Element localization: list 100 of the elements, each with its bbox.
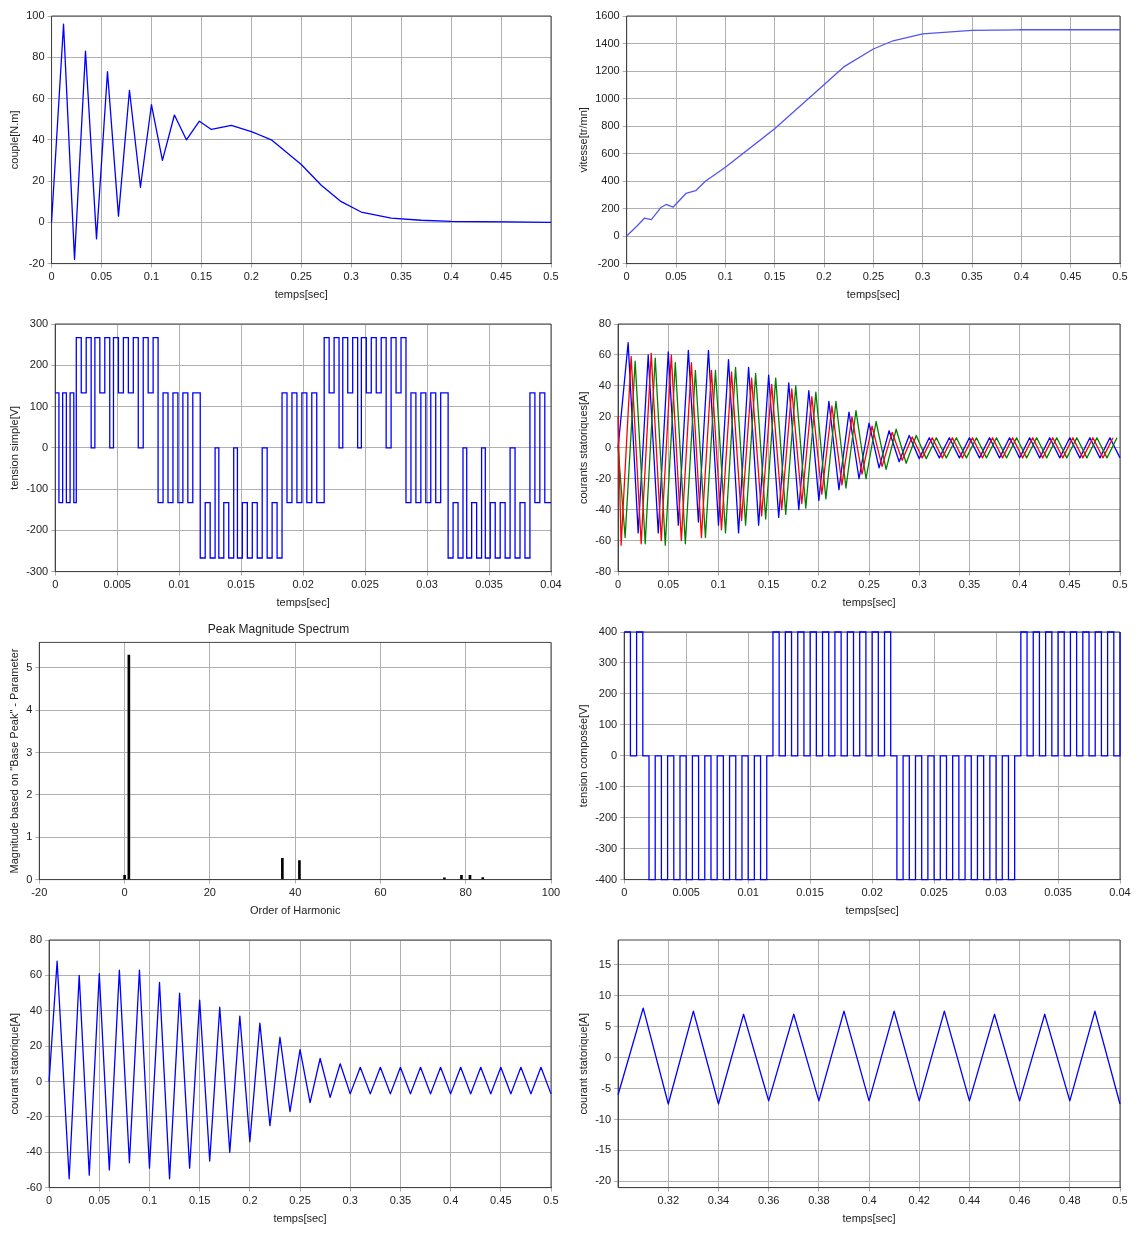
y-tick-label: 80: [598, 317, 612, 330]
y-tick-label: 1600: [595, 9, 620, 22]
y-tick-label: -200: [597, 256, 620, 269]
x-tick-label: 0.45: [490, 270, 512, 283]
x-tick-label: 0.035: [475, 578, 503, 591]
x-tick-label: 0.1: [710, 578, 727, 591]
x-tick-label: 0.015: [796, 886, 824, 899]
x-tick-label: 80: [459, 886, 472, 899]
y-tick-label: 80: [32, 50, 45, 63]
y-axis-title: courants statoriques[A]: [576, 391, 589, 505]
x-axis-title: temps[sec]: [842, 596, 896, 609]
x-tick-label: 0.5: [543, 1194, 559, 1207]
y-axis-title: tension simple[V]: [7, 405, 20, 490]
x-tick-label: 0.05: [90, 270, 113, 283]
x-tick-label: 0.3: [911, 578, 927, 591]
x-tick-label: 0.45: [1059, 270, 1082, 283]
y-tick-label: 400: [598, 625, 618, 638]
x-tick-label: 0.15: [757, 578, 780, 591]
y-tick-label: -200: [595, 810, 618, 823]
x-tick-label: 60: [374, 886, 387, 899]
x-tick-label: 0.2: [242, 1194, 258, 1207]
y-tick-label: -100: [595, 779, 618, 792]
y-tick-label: 200: [598, 686, 618, 699]
y-tick-label: 80: [29, 933, 43, 946]
y-tick-label: -200: [26, 523, 49, 536]
x-tick-label: 0.4: [1013, 270, 1029, 283]
x-tick-label: 0.5: [1112, 270, 1128, 283]
y-axis-title: tension composée[V]: [576, 704, 589, 808]
y-tick-label: 60: [29, 968, 43, 981]
x-tick-label: 0.2: [811, 578, 827, 591]
y-tick-label: -5: [601, 1081, 612, 1094]
y-tick-label: 4: [26, 703, 33, 716]
x-tick-label: 0.05: [657, 578, 679, 591]
y-tick-label: 200: [601, 201, 620, 214]
x-tick-label: 20: [203, 886, 216, 899]
x-axis-title: temps[sec]: [845, 904, 899, 917]
bar: [298, 860, 301, 880]
x-tick-label: 0.2: [816, 270, 832, 283]
y-tick-label: 40: [32, 132, 45, 145]
bar: [281, 858, 284, 880]
x-tick-label: 0.4: [442, 1194, 459, 1207]
x-tick-label: 0.005: [103, 578, 131, 591]
x-tick-label: 0.025: [351, 578, 379, 591]
x-tick-label: 0.03: [416, 578, 438, 591]
y-axis-title: Magnitude based on "Base Peak" - Parameter: [7, 648, 20, 874]
x-tick-label: 0.02: [861, 886, 883, 899]
y-tick-label: 1400: [595, 36, 620, 49]
x-tick-label: 0.36: [757, 1194, 780, 1207]
x-tick-label: 0.38: [808, 1194, 830, 1207]
x-tick-label: 0.45: [1059, 578, 1081, 591]
y-tick-label: -20: [595, 471, 612, 484]
x-tick-label: 0.44: [958, 1194, 981, 1207]
x-tick-label: 0.04: [1109, 886, 1131, 899]
x-tick-label: 0.25: [290, 270, 312, 283]
y-tick-label: 60: [598, 347, 612, 360]
x-tick-label: 0.15: [190, 270, 213, 283]
y-tick-label: 0: [604, 1050, 612, 1063]
y-tick-label: 600: [601, 146, 620, 159]
y-tick-label: -10: [595, 1112, 612, 1125]
x-tick-label: 0.1: [717, 270, 733, 283]
x-tick-label: 0.25: [862, 270, 885, 283]
x-axis-title: temps[sec]: [273, 1212, 327, 1225]
x-axis-title: temps[sec]: [274, 288, 328, 301]
y-tick-label: -15: [595, 1143, 612, 1156]
y-tick-label: -80: [595, 564, 612, 577]
y-tick-label: 100: [598, 717, 618, 730]
x-tick-label: 0.42: [908, 1194, 930, 1207]
x-tick-label: 0: [121, 886, 128, 899]
x-tick-label: 0.035: [1044, 886, 1072, 899]
x-tick-label: 0.34: [707, 1194, 730, 1207]
bar: [460, 875, 463, 880]
x-tick-label: 0.01: [168, 578, 190, 591]
x-tick-label: 0.2: [243, 270, 259, 283]
x-tick-label: 0.32: [657, 1194, 679, 1207]
y-tick-label: -40: [26, 1145, 43, 1158]
x-tick-label: 0.1: [143, 270, 160, 283]
y-tick-label: 40: [29, 1003, 43, 1016]
y-tick-label: 20: [598, 409, 612, 422]
y-tick-label: 1: [26, 830, 33, 843]
y-tick-label: 300: [29, 317, 49, 330]
y-tick-label: -60: [26, 1180, 43, 1193]
y-tick-label: 5: [604, 1019, 612, 1032]
chart-title: Peak Magnitude Spectrum: [207, 621, 350, 636]
y-axis-title: vitesse[tr/mn]: [576, 107, 589, 173]
y-tick-label: 0: [38, 215, 45, 228]
y-tick-label: 0: [35, 1074, 43, 1087]
x-tick-label: 0: [52, 578, 59, 591]
y-tick-label: -60: [595, 533, 612, 546]
y-tick-label: -20: [26, 1109, 43, 1122]
x-tick-label: 0.5: [1112, 1194, 1128, 1207]
y-tick-label: 0: [604, 440, 612, 453]
x-tick-label: 0.1: [141, 1194, 158, 1207]
x-tick-label: 0.35: [390, 270, 412, 283]
y-tick-label: 200: [29, 358, 49, 371]
x-tick-label: 0.03: [985, 886, 1007, 899]
y-tick-label: -300: [595, 841, 618, 854]
y-tick-label: 1200: [595, 64, 620, 77]
x-tick-label: 0.35: [961, 270, 983, 283]
x-tick-label: 40: [289, 886, 302, 899]
x-tick-label: 0: [623, 270, 630, 283]
